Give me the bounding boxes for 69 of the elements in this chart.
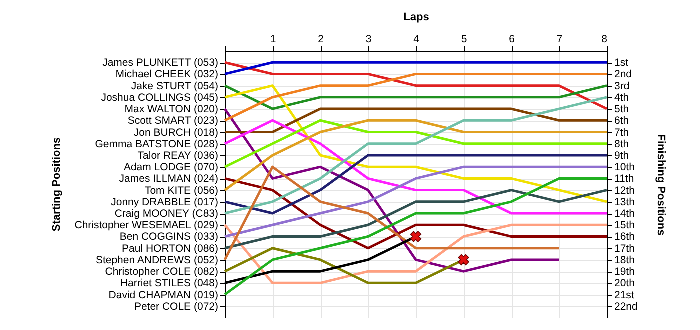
y2-tick-label: 19th bbox=[614, 266, 636, 278]
category-label: Christopher WESEMAEL (029) bbox=[74, 220, 218, 232]
text: Starting Positions bbox=[50, 137, 63, 232]
category-label: Jon BURCH (018) bbox=[134, 126, 218, 139]
category-label: James ILLMAN (024) bbox=[119, 173, 218, 186]
x-tick-label: 4 bbox=[414, 34, 420, 46]
line-series bbox=[224, 96, 608, 215]
x-tick-label: 8 bbox=[602, 34, 608, 46]
y2-tick-label: 21st bbox=[614, 289, 634, 302]
category-label: Michael CHEEK (032) bbox=[116, 68, 218, 81]
y2-tick-label: 3rd bbox=[614, 80, 630, 92]
line-series bbox=[224, 84, 608, 204]
y2-tick-label: 22nd bbox=[614, 300, 638, 313]
category-label: Adam LODGE (070) bbox=[124, 162, 218, 174]
category-label: Paul HORTON (086) bbox=[122, 242, 218, 255]
x-tick-label: 6 bbox=[509, 34, 516, 46]
category-label: Craig MOONEY (C83) bbox=[114, 208, 218, 220]
y2-tick-label: 14th bbox=[614, 208, 636, 220]
y2-tick-label: 10th bbox=[614, 162, 636, 174]
y2-tick-label: 9th bbox=[614, 150, 630, 162]
y2-tick-label: 8th bbox=[614, 138, 630, 150]
category-label: Joshua COLLINGS (045) bbox=[101, 92, 218, 104]
y2-tick-label: 20th bbox=[614, 278, 636, 290]
y2-tick-label: 1st bbox=[614, 57, 629, 70]
line-series bbox=[224, 119, 608, 215]
y2-tick-label: 18th bbox=[614, 254, 636, 266]
category-label: Scott SMART (023) bbox=[128, 115, 218, 128]
line-series bbox=[224, 119, 608, 192]
x-tick-label: 3 bbox=[366, 34, 372, 46]
x-axis-title: Laps bbox=[404, 12, 430, 24]
line-series bbox=[224, 177, 608, 296]
y2-tick-label: 13th bbox=[614, 196, 636, 208]
category-label: Jonny DRABBLE (017) bbox=[111, 196, 218, 208]
y2-tick-label: 5th bbox=[614, 104, 630, 116]
x-tick-label: 7 bbox=[556, 34, 563, 46]
line-series bbox=[224, 61, 608, 110]
line-series bbox=[224, 166, 560, 262]
category-label: David CHAPMAN (019) bbox=[108, 289, 218, 302]
line-series bbox=[224, 166, 608, 238]
category-label: Jake STURT (054) bbox=[131, 80, 218, 92]
category-label: Ben COGGINS (033) bbox=[120, 231, 218, 244]
line-series bbox=[224, 72, 608, 122]
category-label: James PLUNKETT (053) bbox=[102, 57, 218, 70]
line-series bbox=[224, 119, 608, 168]
category-label: Gemma BATSTONE (028) bbox=[95, 138, 218, 150]
y2-tick-label: 6th bbox=[614, 115, 630, 128]
category-label: Stephen ANDREWS (052) bbox=[96, 254, 218, 266]
category-label: Peter COLE (072) bbox=[134, 300, 218, 313]
line-series bbox=[224, 154, 608, 215]
x-tick-label: 2 bbox=[318, 34, 324, 46]
y2-tick-label: 4th bbox=[614, 92, 630, 104]
y2-tick-label: 16th bbox=[614, 231, 636, 244]
y2-tick-label: 15th bbox=[614, 220, 636, 232]
category-label: Max WALTON (020) bbox=[124, 104, 218, 116]
y2-tick-label: 17th bbox=[614, 242, 636, 255]
line-series bbox=[224, 224, 608, 284]
line-series bbox=[224, 189, 608, 250]
category-label: Christopher COLE (082) bbox=[105, 266, 218, 278]
x-tick-label: 5 bbox=[461, 34, 468, 46]
y2-tick-label: 12th bbox=[614, 184, 636, 197]
x-tick-label: 1 bbox=[270, 34, 276, 46]
y2-tick-label: 7th bbox=[614, 126, 630, 139]
y2-tick-label: 11th bbox=[614, 173, 634, 186]
category-label: Talor REAY (036) bbox=[138, 150, 218, 162]
category-label: Tom KITE (056) bbox=[144, 184, 218, 197]
y2-tick-label: 2nd bbox=[614, 68, 632, 81]
category-label: Harriet STILES (048) bbox=[120, 278, 218, 290]
line-series bbox=[224, 177, 608, 250]
y2-axis-title: Finishing Positions bbox=[654, 134, 667, 236]
